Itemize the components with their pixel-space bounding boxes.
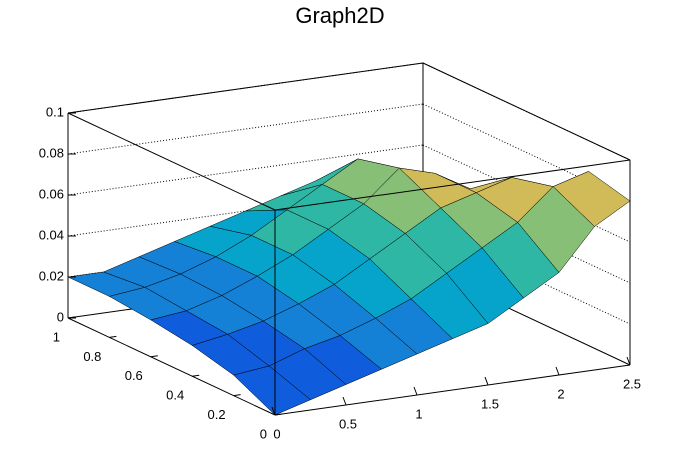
z-tick-label: 0.02 bbox=[39, 268, 64, 283]
z-tick-label: 0.04 bbox=[39, 227, 64, 242]
x-tick bbox=[342, 396, 347, 406]
y-tick-label: 0.4 bbox=[166, 388, 184, 403]
x-tick bbox=[626, 356, 631, 366]
box-edge bbox=[67, 62, 424, 114]
y-tick-label: 0.8 bbox=[83, 349, 101, 364]
box-edge bbox=[274, 159, 631, 211]
y-tick bbox=[192, 374, 200, 377]
grid-line bbox=[422, 62, 631, 161]
x-tick-label: 1.5 bbox=[481, 396, 499, 411]
grid-line bbox=[422, 103, 631, 202]
y-tick-label: 0.6 bbox=[125, 368, 143, 383]
x-tick-label: 1 bbox=[415, 406, 422, 421]
x-tick-label: 2.5 bbox=[623, 376, 641, 391]
box-edge bbox=[67, 317, 276, 416]
z-tick-label: 0.1 bbox=[46, 104, 64, 119]
y-tick-label: 1 bbox=[53, 329, 60, 344]
z-tick-label: 0 bbox=[57, 309, 64, 324]
y-tick bbox=[109, 335, 117, 338]
x-tick-label: 0 bbox=[273, 426, 280, 441]
z-tick-label: 0.06 bbox=[39, 186, 64, 201]
grid-line bbox=[67, 103, 424, 155]
x-tick bbox=[484, 376, 489, 386]
x-tick bbox=[413, 386, 418, 396]
x-tick-label: 2 bbox=[557, 386, 564, 401]
x-tick-label: 0.5 bbox=[339, 416, 357, 431]
x-tick bbox=[555, 366, 560, 376]
y-tick bbox=[233, 394, 241, 397]
box-edge bbox=[274, 364, 631, 416]
y-tick bbox=[274, 413, 283, 416]
surface-cell bbox=[233, 365, 311, 416]
x-tick bbox=[271, 406, 276, 416]
y-tick-label: 0 bbox=[260, 426, 267, 441]
y-tick bbox=[67, 316, 76, 319]
chart-title: Graph2D bbox=[295, 3, 384, 28]
z-tick-label: 0.08 bbox=[39, 145, 64, 160]
y-tick bbox=[150, 355, 158, 358]
y-tick-label: 0.2 bbox=[208, 407, 226, 422]
box-edge bbox=[67, 112, 276, 211]
